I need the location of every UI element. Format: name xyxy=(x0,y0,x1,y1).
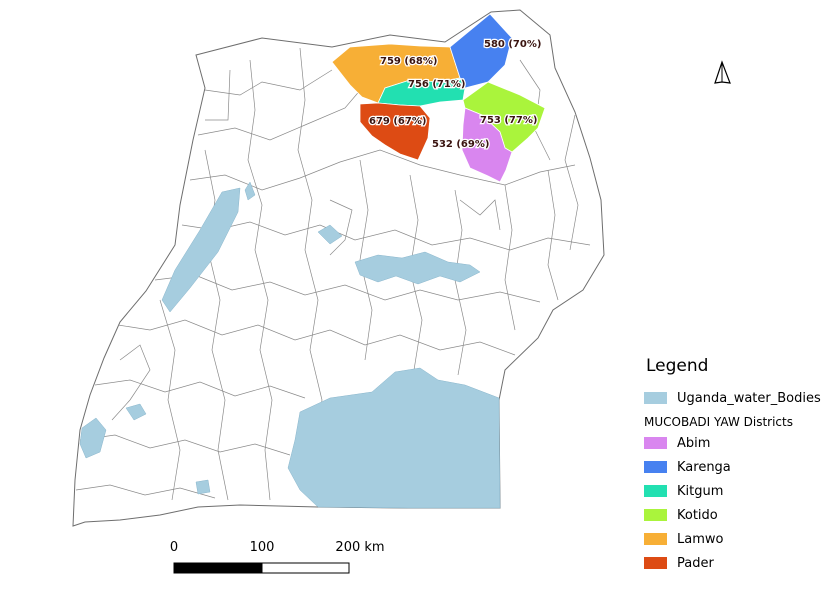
legend-water-swatch xyxy=(644,392,667,404)
legend-water-label: Uganda_water_Bodies xyxy=(677,390,821,406)
legend-swatch xyxy=(644,557,667,569)
scale-tick-100: 100 xyxy=(250,540,275,555)
legend-group-title: MUCOBADI YAW Districts xyxy=(644,415,793,429)
district-boundaries xyxy=(75,47,591,501)
label-pader: 679 (67%) xyxy=(369,116,426,127)
label-lamwo: 759 (68%) xyxy=(380,56,437,67)
highlighted-districts xyxy=(331,13,546,183)
legend-item-label: Abim xyxy=(677,435,711,451)
district-pader xyxy=(359,102,431,161)
legend-item-kitgum: Kitgum xyxy=(644,479,826,503)
lake-edward xyxy=(79,417,107,459)
lake-george xyxy=(125,403,147,421)
district-labels: 759 (68%) 580 (70%) 756 (71%) 679 (67%) … xyxy=(368,38,543,152)
legend-swatch xyxy=(644,461,667,473)
label-abim: 532 (69%) xyxy=(432,139,489,150)
legend-item-karenga: Karenga xyxy=(644,455,826,479)
legend-item-pader: Pader xyxy=(644,551,826,575)
water-bodies xyxy=(79,181,501,509)
legend-swatch xyxy=(644,437,667,449)
legend-item-abim: Abim xyxy=(644,431,826,455)
legend-water-row: Uganda_water_Bodies xyxy=(644,386,826,410)
legend-items: Abim Karenga Kitgum Kotido Lamwo Pader xyxy=(644,431,826,575)
legend-item-kotido: Kotido xyxy=(644,503,826,527)
label-karenga: 580 (70%) xyxy=(484,39,541,50)
scale-tick-200: 200 km xyxy=(335,540,384,555)
lake-albert xyxy=(161,187,241,313)
scale-tick-0: 0 xyxy=(170,540,178,555)
legend-item-label: Kitgum xyxy=(677,483,724,499)
north-arrow-icon xyxy=(714,60,731,84)
label-kitgum: 756 (71%) xyxy=(408,79,465,90)
legend-item-label: Pader xyxy=(677,555,714,571)
legend-item-label: Kotido xyxy=(677,507,718,523)
legend-swatch xyxy=(644,485,667,497)
legend-title: Legend xyxy=(646,356,709,376)
lake-victoria xyxy=(287,367,501,509)
lake-kwania xyxy=(317,224,343,245)
legend-item-label: Karenga xyxy=(677,459,731,475)
label-kotido: 753 (77%) xyxy=(480,115,537,126)
scale-bar: 0 100 200 km xyxy=(170,540,385,574)
legend-item-label: Lamwo xyxy=(677,531,724,547)
legend: Legend Uganda_water_Bodies MUCOBADI YAW … xyxy=(644,356,826,575)
district-abim xyxy=(461,107,513,183)
legend-swatch xyxy=(644,509,667,521)
legend-swatch xyxy=(644,533,667,545)
legend-item-lamwo: Lamwo xyxy=(644,527,826,551)
lake-kyoga xyxy=(354,251,481,285)
